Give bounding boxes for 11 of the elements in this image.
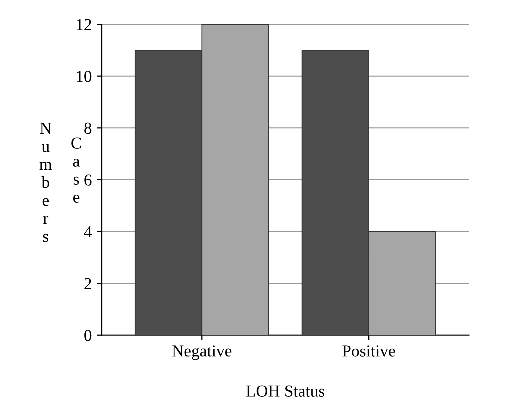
y-tick-label: 8 xyxy=(84,122,92,134)
y-tick-label: 4 xyxy=(84,226,92,238)
y-tick-label: 10 xyxy=(77,71,92,82)
y-tick-label: 12 xyxy=(77,19,92,30)
y-tick-label: 6 xyxy=(84,174,92,186)
y-tick-label: 0 xyxy=(84,330,92,342)
text: Case Numbers xyxy=(40,123,82,242)
x-axis-title: LOH Status xyxy=(246,386,325,397)
x-tick-label: Positive xyxy=(342,346,396,357)
y-tick-label: 2 xyxy=(84,278,92,290)
x-tick-label: Negative xyxy=(172,346,232,360)
